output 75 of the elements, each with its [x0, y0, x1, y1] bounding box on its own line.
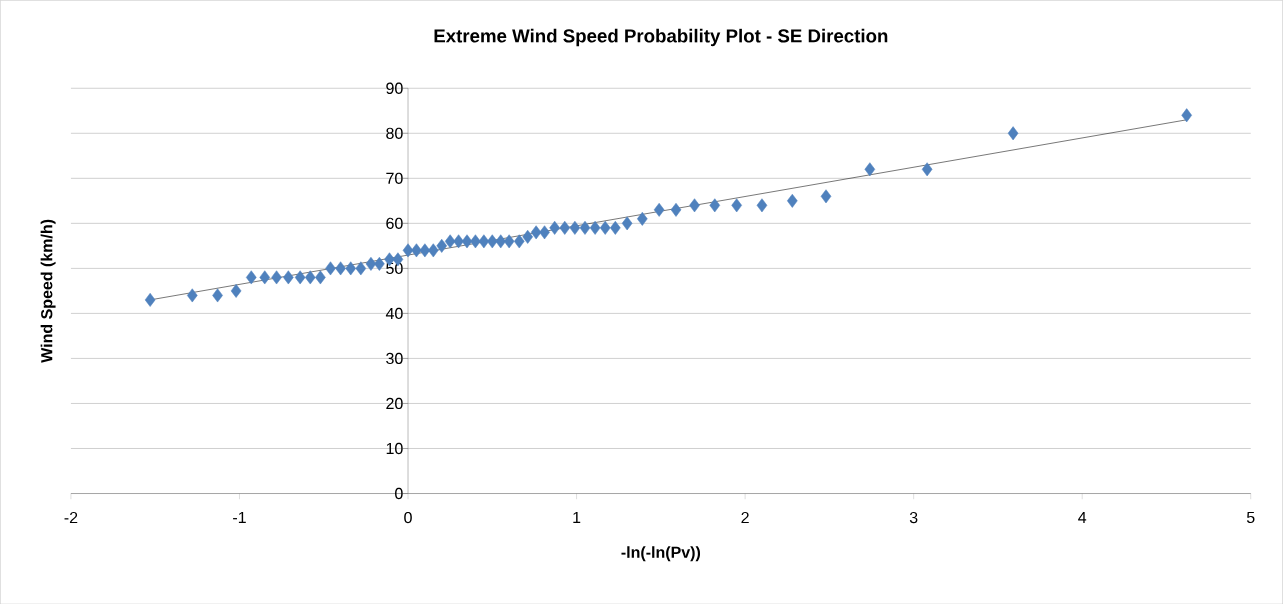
point [709, 198, 721, 213]
point [756, 198, 768, 213]
point [621, 216, 633, 231]
x-axis-title: -ln(-ln(Pv)) [621, 546, 701, 561]
point [478, 234, 490, 249]
point [670, 202, 682, 217]
point [283, 270, 294, 285]
point [559, 220, 571, 235]
point [470, 234, 481, 249]
point [402, 243, 414, 258]
y-tick-label: 60 [386, 217, 403, 229]
point [921, 162, 933, 177]
point [549, 220, 560, 235]
y-tick-label: 10 [386, 442, 403, 454]
y-tick-label: 0 [395, 487, 403, 499]
point [212, 288, 223, 303]
x-tick-label: 3 [909, 511, 918, 524]
point [530, 225, 542, 240]
y-tick-label: 70 [386, 172, 403, 184]
point [259, 270, 271, 285]
point [294, 270, 306, 285]
x-tick-label: 2 [741, 511, 749, 523]
point [144, 292, 156, 307]
point [411, 243, 422, 258]
x-tick-label: 1 [573, 511, 581, 523]
point [444, 234, 456, 249]
point [436, 238, 447, 253]
point [187, 288, 198, 303]
point [305, 270, 316, 285]
x-tick-label: -1 [233, 511, 246, 523]
point [787, 193, 798, 208]
point [365, 256, 377, 271]
y-tick-label: 30 [386, 352, 403, 364]
point [637, 211, 648, 226]
point [230, 283, 242, 298]
x-tick-label: 4 [1078, 511, 1087, 523]
y-tick-label: 80 [386, 127, 403, 139]
point [246, 270, 257, 285]
point [539, 225, 550, 240]
point [419, 243, 431, 258]
y-tick-label: 90 [386, 82, 403, 94]
point [345, 261, 356, 276]
point [589, 220, 601, 235]
point [503, 234, 515, 249]
point [569, 220, 581, 235]
point [374, 256, 385, 271]
y-axis-title: Wind Speed (km/h) [40, 219, 56, 363]
chart-title: Extreme Wind Speed Probability Plot - SE Direction [434, 28, 888, 46]
point [271, 270, 282, 285]
point [495, 234, 506, 249]
point [513, 234, 525, 249]
x-tick-label: -2 [64, 511, 78, 523]
point [315, 270, 326, 285]
point [428, 243, 439, 258]
point [325, 261, 336, 276]
point [522, 229, 533, 244]
point [487, 234, 498, 249]
x-tick-label: 0 [404, 511, 412, 524]
point [453, 234, 464, 249]
point [355, 261, 367, 276]
point [610, 220, 621, 235]
point [653, 202, 665, 217]
point [461, 234, 473, 249]
point [731, 198, 742, 213]
x-tick-label: 5 [1246, 511, 1255, 523]
point [689, 198, 700, 213]
point [820, 189, 832, 204]
point [1181, 108, 1192, 122]
point [579, 220, 591, 235]
point [864, 162, 876, 177]
y-tick-label: 20 [386, 397, 403, 409]
point [1007, 126, 1019, 141]
point [599, 220, 611, 235]
point [335, 261, 346, 276]
y-tick-label: 40 [385, 307, 403, 319]
